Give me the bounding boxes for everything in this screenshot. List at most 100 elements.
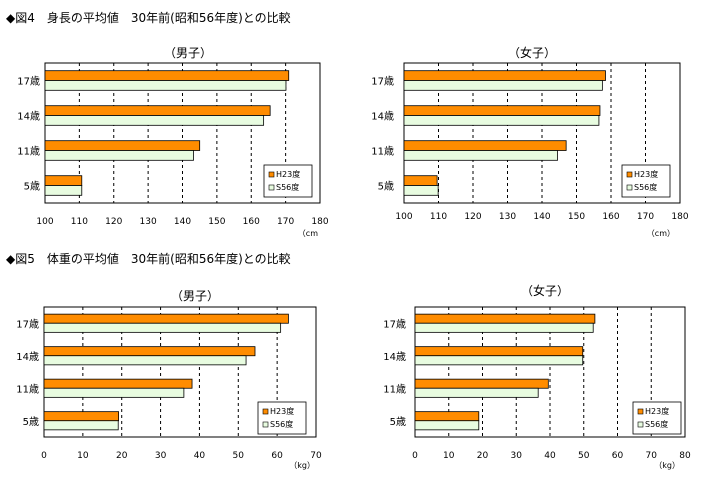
bar-h23-0 <box>414 313 596 324</box>
bar-s56-1 <box>44 115 265 126</box>
category-label: 14歳 <box>17 111 40 123</box>
x-tick-label: 20 <box>477 451 489 461</box>
category-label: 5歳 <box>390 416 406 428</box>
legend-label-h23: H23度 <box>270 406 294 416</box>
category-label: 17歳 <box>383 318 406 330</box>
category-label: 14歳 <box>16 351 39 363</box>
x-tick-label: 50 <box>233 451 245 461</box>
chart-title: （女子） <box>521 283 569 298</box>
chart-title: （男子） <box>164 46 212 60</box>
bar-s56-0 <box>44 80 287 91</box>
legend-label-h23: H23度 <box>634 169 658 179</box>
category-label: 17歳 <box>371 76 394 88</box>
x-tick-label: 150 <box>568 212 585 222</box>
x-tick-label: 0 <box>41 451 47 461</box>
bar-s56-2 <box>43 387 185 398</box>
x-tick-label: 10 <box>77 451 89 461</box>
legend-label-h23: H23度 <box>645 406 669 416</box>
x-tick-label: 140 <box>533 212 550 222</box>
legend-swatch-s56 <box>637 421 644 428</box>
axis-unit-label: （kg） <box>654 461 680 470</box>
x-tick-label: 40 <box>194 451 206 461</box>
legend-swatch-h23 <box>637 408 644 415</box>
x-tick-label: 50 <box>578 451 590 461</box>
category-label: 5歳 <box>378 181 394 193</box>
category-label: 11歳 <box>17 146 40 158</box>
category-label: 17歳 <box>17 76 40 88</box>
axis-unit-label: （kg） <box>289 461 315 470</box>
bar-s56-1 <box>403 115 600 126</box>
x-tick-label: 120 <box>105 217 122 227</box>
bar-s56-2 <box>403 150 558 161</box>
axis-unit-label: （cm <box>298 229 318 238</box>
x-tick-label: 150 <box>208 217 225 227</box>
legend-swatch-h23 <box>626 171 633 178</box>
figure-4-title: ◆図4 身長の平均値 30年前(昭和56年度)との比較 <box>6 11 291 25</box>
category-label: 14歳 <box>371 111 394 123</box>
legend-swatch-s56 <box>268 184 275 191</box>
legend-swatch-s56 <box>626 184 633 191</box>
x-tick-label: 110 <box>71 217 88 227</box>
bar-s56-0 <box>43 322 282 333</box>
x-tick-label: 30 <box>155 451 167 461</box>
legend-label-s56: S56度 <box>270 419 293 429</box>
bar-s56-1 <box>43 355 247 366</box>
category-label: 11歳 <box>371 146 394 158</box>
x-tick-label: 110 <box>430 212 447 222</box>
bar-s56-1 <box>414 355 584 366</box>
plot-frame <box>403 62 681 204</box>
bar-h23-1 <box>414 346 584 357</box>
bar-s56-3 <box>43 420 119 431</box>
x-tick-label: 70 <box>646 451 658 461</box>
bar-h23-3 <box>414 411 480 422</box>
axis-unit-label: （cm） <box>647 229 675 238</box>
x-tick-label: 130 <box>499 212 516 222</box>
x-tick-label: 130 <box>140 217 157 227</box>
legend-swatch-h23 <box>268 171 275 178</box>
x-tick-label: 70 <box>310 451 322 461</box>
legend-box <box>263 164 313 198</box>
plot-frame <box>44 62 321 204</box>
bar-s56-2 <box>414 387 539 398</box>
legend-box <box>257 401 307 435</box>
x-tick-label: 60 <box>612 451 624 461</box>
category-label: 11歳 <box>383 383 406 395</box>
bar-s56-2 <box>44 150 194 161</box>
bar-s56-0 <box>414 322 594 333</box>
x-tick-label: 20 <box>116 451 128 461</box>
category-label: 14歳 <box>383 351 406 363</box>
x-tick-label: 100 <box>36 217 53 227</box>
x-tick-label: 170 <box>277 217 294 227</box>
plot-frame <box>414 306 686 438</box>
bar-s56-3 <box>44 185 83 196</box>
figure-5-title: ◆図5 体重の平均値 30年前(昭和56年度)との比較 <box>6 252 291 266</box>
x-tick-label: 140 <box>174 217 191 227</box>
category-label: 5歳 <box>24 181 40 193</box>
bar-s56-3 <box>403 185 439 196</box>
x-tick-label: 100 <box>395 212 412 222</box>
bar-s56-3 <box>414 420 480 431</box>
category-label: 17歳 <box>16 318 39 330</box>
legend-label-s56: S56度 <box>645 419 668 429</box>
bar-s56-0 <box>403 80 603 91</box>
x-tick-label: 160 <box>602 212 619 222</box>
x-tick-label: 120 <box>464 212 481 222</box>
legend-swatch-h23 <box>262 408 269 415</box>
legend-box <box>621 164 671 198</box>
x-tick-label: 60 <box>271 451 283 461</box>
bar-h23-2 <box>414 378 549 389</box>
x-tick-label: 30 <box>511 451 523 461</box>
legend-label-s56: S56度 <box>276 182 299 192</box>
x-tick-label: 80 <box>679 451 691 461</box>
x-tick-label: 40 <box>544 451 556 461</box>
legend-swatch-s56 <box>262 421 269 428</box>
x-tick-label: 180 <box>671 212 688 222</box>
x-tick-label: 10 <box>443 451 455 461</box>
category-label: 5歳 <box>23 416 39 428</box>
x-tick-label: 170 <box>637 212 654 222</box>
legend-label-s56: S56度 <box>634 182 657 192</box>
chart-title: （女子） <box>508 45 556 60</box>
